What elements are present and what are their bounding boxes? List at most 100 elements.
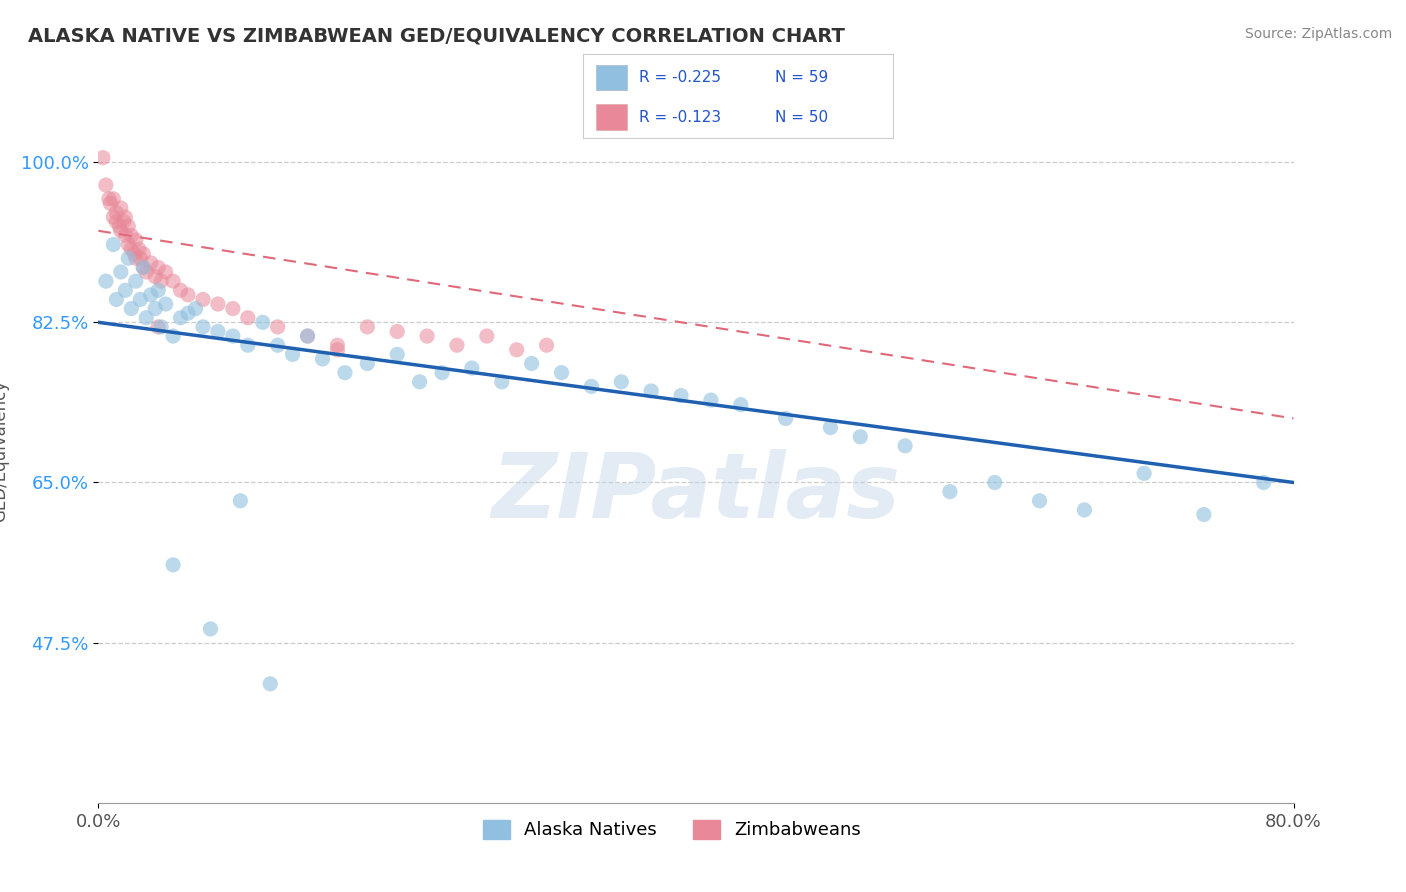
- Point: [1028, 493, 1050, 508]
- Point: [132, 260, 155, 275]
- Point: [894, 439, 917, 453]
- Point: [177, 306, 200, 320]
- Point: [849, 430, 872, 444]
- Point: [150, 274, 173, 288]
- Point: [114, 283, 136, 297]
- Point: [143, 301, 166, 316]
- Point: [669, 388, 692, 402]
- Point: [103, 192, 125, 206]
- Text: Source: ZipAtlas.com: Source: ZipAtlas.com: [1244, 27, 1392, 41]
- Point: [259, 677, 281, 691]
- Point: [110, 201, 132, 215]
- Point: [326, 343, 349, 357]
- Point: [475, 329, 498, 343]
- Point: [120, 301, 142, 316]
- Point: [229, 493, 252, 508]
- Point: [105, 293, 128, 307]
- Point: [536, 338, 558, 352]
- Point: [117, 219, 139, 234]
- Point: [125, 274, 148, 288]
- Point: [297, 329, 319, 343]
- Point: [103, 210, 125, 224]
- Point: [640, 384, 662, 398]
- Point: [356, 357, 378, 371]
- Point: [125, 233, 148, 247]
- Point: [207, 297, 229, 311]
- Point: [506, 343, 529, 357]
- Point: [252, 315, 274, 329]
- Point: [148, 319, 170, 334]
- Point: [550, 366, 572, 380]
- FancyBboxPatch shape: [596, 104, 627, 130]
- Point: [128, 242, 150, 256]
- Point: [356, 319, 378, 334]
- Point: [236, 338, 259, 352]
- Point: [150, 319, 173, 334]
- Text: R = -0.225: R = -0.225: [640, 70, 721, 85]
- Point: [191, 293, 214, 307]
- Point: [333, 366, 356, 380]
- Point: [461, 361, 484, 376]
- Point: [129, 252, 152, 266]
- Point: [775, 411, 797, 425]
- Point: [108, 219, 131, 234]
- Point: [184, 301, 207, 316]
- Point: [132, 260, 155, 275]
- Point: [1192, 508, 1215, 522]
- Point: [169, 310, 191, 325]
- Point: [491, 375, 513, 389]
- Point: [139, 256, 162, 270]
- Point: [114, 228, 136, 243]
- Point: [105, 205, 128, 219]
- Point: [446, 338, 468, 352]
- Point: [114, 210, 136, 224]
- Point: [267, 338, 290, 352]
- Point: [200, 622, 222, 636]
- Point: [162, 329, 184, 343]
- Text: N = 50: N = 50: [775, 110, 828, 125]
- Point: [117, 252, 139, 266]
- Point: [326, 338, 349, 352]
- Point: [117, 237, 139, 252]
- Point: [155, 265, 177, 279]
- Point: [124, 246, 146, 260]
- Point: [143, 269, 166, 284]
- Point: [110, 265, 132, 279]
- Point: [297, 329, 319, 343]
- Point: [700, 393, 723, 408]
- Point: [311, 351, 333, 366]
- Point: [281, 347, 304, 361]
- Point: [520, 357, 543, 371]
- Text: ZIPatlas: ZIPatlas: [492, 449, 900, 537]
- Point: [91, 151, 114, 165]
- Point: [135, 265, 157, 279]
- Point: [177, 288, 200, 302]
- Text: N = 59: N = 59: [775, 70, 828, 85]
- Point: [1253, 475, 1275, 490]
- Text: ALASKA NATIVE VS ZIMBABWEAN GED/EQUIVALENCY CORRELATION CHART: ALASKA NATIVE VS ZIMBABWEAN GED/EQUIVALE…: [28, 27, 845, 45]
- FancyBboxPatch shape: [596, 64, 627, 90]
- Point: [98, 196, 122, 211]
- Point: [97, 192, 120, 206]
- Text: R = -0.123: R = -0.123: [640, 110, 721, 125]
- Point: [129, 293, 152, 307]
- Point: [820, 420, 842, 434]
- Point: [1073, 503, 1095, 517]
- Point: [1133, 467, 1156, 481]
- Point: [610, 375, 633, 389]
- Point: [148, 260, 170, 275]
- Point: [94, 178, 117, 192]
- Point: [105, 215, 128, 229]
- Point: [132, 246, 155, 260]
- Point: [169, 283, 191, 297]
- Point: [430, 366, 453, 380]
- Point: [939, 484, 962, 499]
- Point: [581, 379, 603, 393]
- Point: [135, 310, 157, 325]
- Point: [162, 558, 184, 572]
- Point: [730, 398, 752, 412]
- Point: [385, 347, 409, 361]
- Point: [112, 215, 135, 229]
- Point: [148, 283, 170, 297]
- Point: [162, 274, 184, 288]
